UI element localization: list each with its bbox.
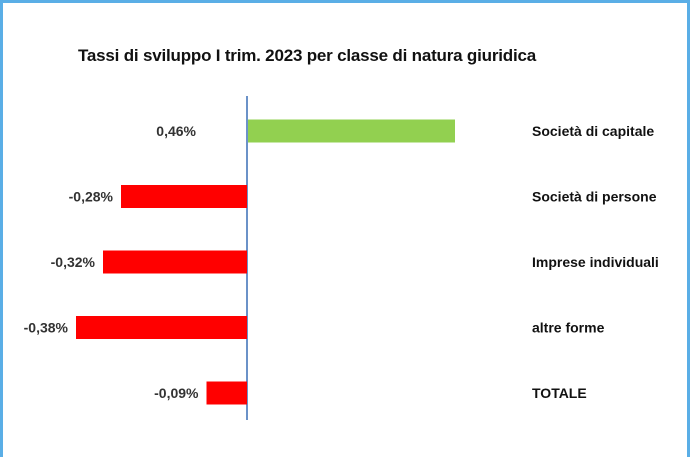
bar <box>248 119 455 143</box>
value-label: -0,09% <box>154 385 199 401</box>
bar <box>206 381 247 405</box>
category-label: TOTALE <box>532 385 587 401</box>
chart-title: Tassi di sviluppo I trim. 2023 per class… <box>78 46 536 65</box>
bar <box>76 316 247 339</box>
value-label: -0,38% <box>24 320 69 336</box>
value-label: -0,32% <box>51 254 96 270</box>
bar <box>121 185 247 208</box>
category-label: Società di persone <box>532 189 657 205</box>
category-label: Società di capitale <box>532 123 654 139</box>
bar <box>103 250 247 274</box>
value-label: 0,46% <box>156 123 196 139</box>
category-label: Imprese individuali <box>532 254 659 270</box>
category-label: altre forme <box>532 320 605 336</box>
value-label: -0,28% <box>69 189 114 205</box>
